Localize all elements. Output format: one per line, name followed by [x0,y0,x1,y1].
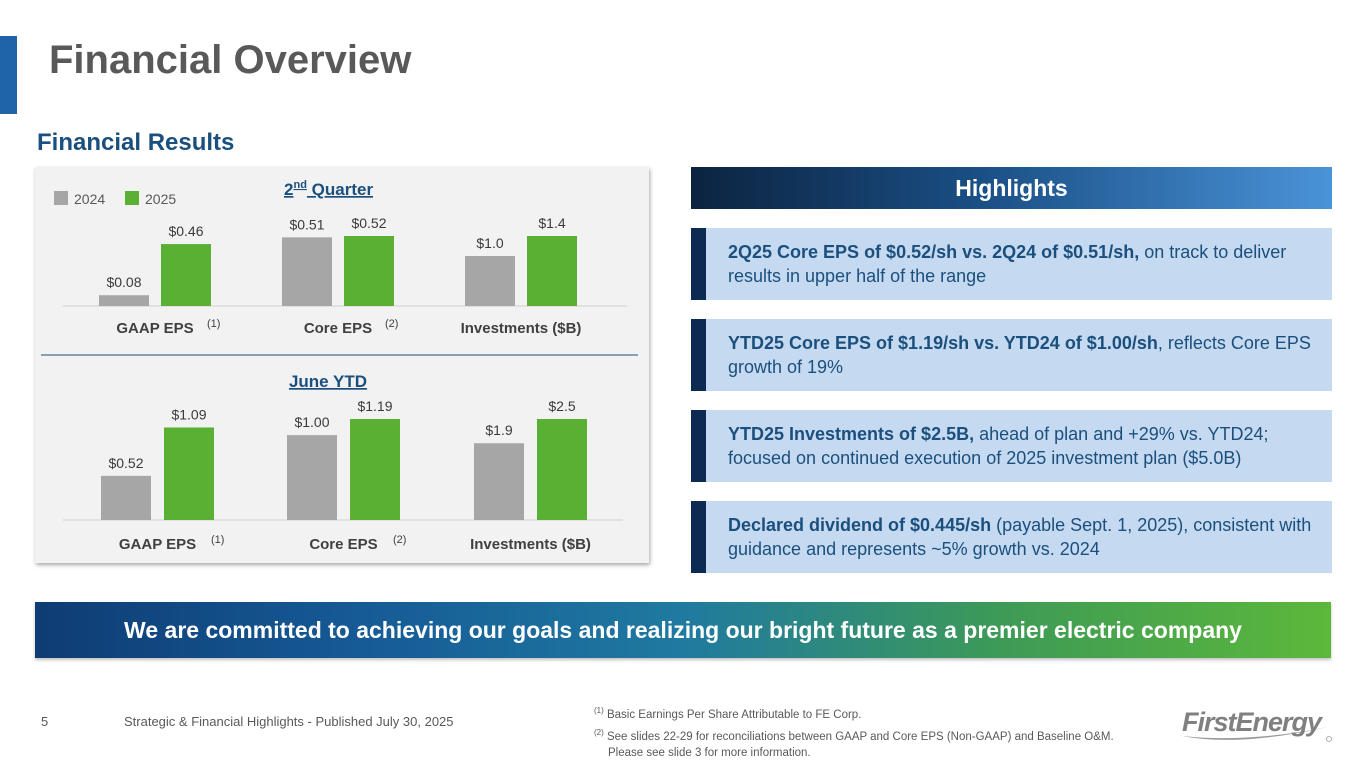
footnote-2-marker: (2) [594,727,604,737]
data-label-2024-2: $1.9 [485,422,512,438]
data-label-2024-1: $0.51 [289,216,324,232]
footer-text: Strategic & Financial Highlights - Publi… [124,714,454,729]
legend-swatch-2024 [54,191,68,205]
charts-svg: 2024 2025 2nd Quarter June YTD $0.08 $0.4… [41,179,638,553]
highlight-item: YTD25 Core EPS of $1.19/sh vs. YTD24 of … [691,319,1332,391]
footnotes: (1) Basic Earnings Per Share Attributabl… [594,703,1114,761]
category-footnote-1: (2) [393,534,406,546]
bar-2025-2 [537,419,587,520]
data-label-2025-2: $1.4 [538,215,565,231]
highlight-item: Declared dividend of $0.445/sh (payable … [691,501,1332,573]
bar-2024-0 [99,295,149,306]
data-label-2025-1: $0.52 [351,215,386,231]
highlight-stripe [691,501,706,573]
highlight-bold: YTD25 Investments of $2.5B, [728,424,975,444]
data-label-2025-1: $1.19 [357,398,392,414]
highlight-bold: Declared dividend of $0.445/sh [728,515,992,535]
highlight-detail: , reflects Core EPS growth of 19% [728,333,1311,377]
bar-2024-0 [101,475,151,520]
category-footnote-0: (1) [207,318,220,330]
legend-label-2025: 2025 [145,191,176,207]
highlight-stripe [691,319,706,391]
quarter-title-text: Quarter [307,180,374,199]
highlight-text: Declared dividend of $0.445/sh (payable … [728,513,1322,561]
highlight-bold: YTD25 Core EPS of $1.19/sh vs. YTD24 of … [728,333,1158,353]
footnote-1-text: Basic Earnings Per Share Attributable to… [606,708,862,721]
section-title: Financial Results [37,129,235,156]
category-label-0: GAAP EPS [119,536,196,553]
data-label-2025-0: $1.09 [171,406,206,422]
category-label-0: GAAP EPS [116,320,193,337]
category-label-1: Core EPS [309,536,377,553]
bar-2025-1 [344,236,394,306]
category-footnote-0: (1) [211,534,224,546]
data-label-2025-2: $2.5 [548,398,575,414]
highlights-header: Highlights [691,167,1332,209]
page-number: 5 [41,714,49,729]
highlight-detail: on track to deliver results in upper hal… [728,242,1287,286]
highlight-stripe [691,228,706,300]
footnote-2: (2) See slides 22-29 for reconciliations… [594,725,1114,745]
highlight-text: 2Q25 Core EPS of $0.52/sh vs. 2Q24 of $0… [728,240,1322,288]
logo-swoosh [1182,727,1328,740]
page-title: Financial Overview [49,38,412,82]
category-label-2: Investments ($B) [461,320,582,337]
category-footnote-1: (2) [385,318,398,330]
bar-2024-1 [282,237,332,306]
quarter-title-number: 2 [284,180,293,199]
firstenergy-logo: FirstEnergy [1182,707,1332,742]
highlight-detail: ahead of plan and +29% vs. YTD24; focuse… [728,424,1269,468]
data-label-2024-2: $1.0 [476,235,503,251]
highlight-item: YTD25 Investments of $2.5B, ahead of pla… [691,410,1332,482]
bar-2025-1 [350,419,400,520]
data-label-2024-0: $0.08 [106,274,141,290]
logo-registered-mark [1326,736,1332,742]
commitment-banner: We are committed to achieving our goals … [35,602,1331,658]
highlight-text: YTD25 Core EPS of $1.19/sh vs. YTD24 of … [728,331,1322,379]
bar-2024-2 [474,443,524,520]
logo-wordmark: FirstEnergy [1182,707,1324,737]
bar-2025-0 [161,244,211,306]
footnote-2-text: See slides 22-29 for reconciliations bet… [606,730,1114,743]
bar-2025-2 [527,236,577,306]
highlight-detail: (payable Sept. 1, 2025), consistent with… [728,515,1312,559]
highlight-item: 2Q25 Core EPS of $0.52/sh vs. 2Q24 of $0… [691,228,1332,300]
footnote-1: (1) Basic Earnings Per Share Attributabl… [594,703,1114,723]
data-label-2024-0: $0.52 [108,455,143,471]
financial-results-chart-panel: 2024 2025 2nd Quarter June YTD $0.08 $0.4… [35,167,649,563]
data-label-2024-1: $1.00 [294,414,329,430]
category-label-2: Investments ($B) [470,536,591,553]
legend-swatch-2025 [125,191,139,205]
bar-2024-2 [465,256,515,306]
highlight-bold: 2Q25 Core EPS of $0.52/sh vs. 2Q24 of $0… [728,242,1140,262]
quarter-chart-title: 2nd Quarter [284,179,373,199]
highlight-stripe [691,410,706,482]
bar-2024-1 [287,435,337,520]
data-label-2025-0: $0.46 [168,223,203,239]
bar-2025-0 [164,427,214,520]
ytd-chart-title: June YTD [289,372,367,391]
legend-label-2024: 2024 [74,191,105,207]
footnote-2-continued: Please see slide 3 for more information. [608,746,811,759]
quarter-title-superscript: nd [293,179,306,191]
footnote-1-marker: (1) [594,706,604,715]
category-label-1: Core EPS [304,320,372,337]
title-accent-bar [0,36,17,114]
highlight-text: YTD25 Investments of $2.5B, ahead of pla… [728,422,1322,470]
